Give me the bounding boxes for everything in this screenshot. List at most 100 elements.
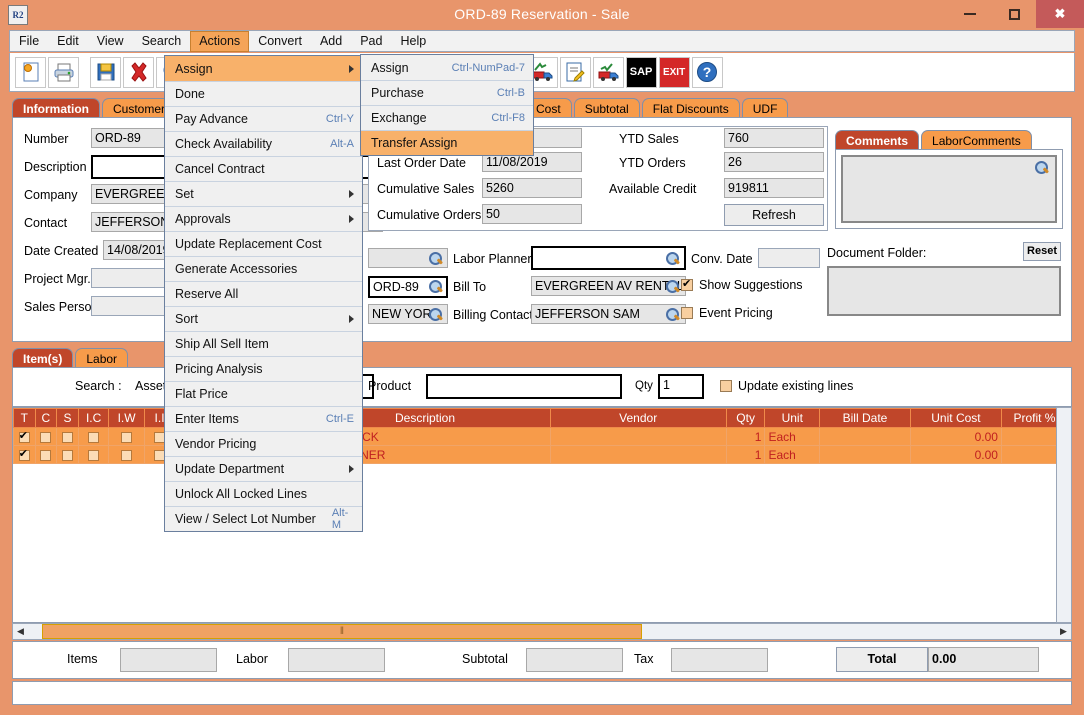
tab-labor[interactable]: Labor xyxy=(75,348,129,368)
menu-item-generate-accessories[interactable]: Generate Accessories xyxy=(165,256,362,281)
row1-vendor[interactable] xyxy=(549,445,727,464)
row0-bill-date[interactable] xyxy=(819,427,911,446)
row0-unit-cost[interactable]: 0.00 xyxy=(909,427,1002,446)
labor-planner-field[interactable] xyxy=(531,246,686,270)
menu-convert[interactable]: Convert xyxy=(258,33,302,48)
row1-unit-cost[interactable]: 0.00 xyxy=(909,445,1002,464)
order-search-field-1[interactable] xyxy=(368,248,448,268)
menu-item-sort[interactable]: Sort xyxy=(165,306,362,331)
row0-vendor[interactable] xyxy=(549,427,727,446)
col-T[interactable]: T xyxy=(13,408,36,428)
col-S[interactable]: S xyxy=(56,408,79,428)
scroll-left-arrow[interactable]: ◀ xyxy=(17,626,24,636)
tab-labor-comments[interactable]: LaborComments xyxy=(921,130,1032,150)
menu-item-done[interactable]: Done xyxy=(165,81,362,106)
edit-note-icon[interactable] xyxy=(559,56,591,88)
submenu-item-transfer-assign[interactable]: Transfer Assign xyxy=(361,130,533,155)
tab-information[interactable]: Information xyxy=(12,98,100,118)
row1-flag-T[interactable] xyxy=(13,445,36,464)
row0-flag-S[interactable] xyxy=(56,427,79,446)
row1-bill-date[interactable] xyxy=(819,445,911,464)
menu-item-flat-price[interactable]: Flat Price xyxy=(165,381,362,406)
menu-item-ship-all-sell-item[interactable]: Ship All Sell Item xyxy=(165,331,362,356)
submenu-item-purchase[interactable]: Purchase Ctrl-B xyxy=(361,80,533,105)
row0-unit[interactable]: Each xyxy=(764,427,821,446)
scroll-right-arrow[interactable]: ▶ xyxy=(1060,626,1067,636)
row0-flag-C[interactable] xyxy=(34,427,58,446)
show-suggestions-checkbox[interactable] xyxy=(681,277,693,291)
row0-flag-T[interactable] xyxy=(13,427,36,446)
menu-item-view-select-lot-number[interactable]: View / Select Lot Number Alt-M xyxy=(165,506,362,531)
menu-help[interactable]: Help xyxy=(400,33,427,48)
col-unit[interactable]: Unit xyxy=(764,408,821,428)
col-IW[interactable]: I.W xyxy=(108,408,145,428)
menu-item-update-replacement-cost[interactable]: Update Replacement Cost xyxy=(165,231,362,256)
product-input[interactable] xyxy=(426,374,622,399)
help-icon[interactable]: ? xyxy=(691,56,723,88)
tab-customer[interactable]: Customer xyxy=(102,98,177,118)
menu-item-enter-items[interactable]: Enter Items Ctrl-E xyxy=(165,406,362,431)
billing-contact-field[interactable]: JEFFERSON SAM xyxy=(531,304,686,324)
col-C[interactable]: C xyxy=(34,408,58,428)
col-qty[interactable]: Qty xyxy=(725,408,766,428)
qty-input[interactable]: 1 xyxy=(658,374,704,399)
submenu-item-assign[interactable]: Assign Ctrl-NumPad-7 xyxy=(361,55,533,80)
save-icon[interactable] xyxy=(90,56,121,88)
row0-profit-pct[interactable] xyxy=(1000,427,1069,446)
grid-vertical-scrollbar[interactable] xyxy=(1056,407,1072,623)
grid-horizontal-scrollbar[interactable]: ◀ ‖ ▶ xyxy=(12,623,1072,640)
tab-flat-discounts[interactable]: Flat Discounts xyxy=(641,98,740,118)
menu-item-vendor-pricing[interactable]: Vendor Pricing xyxy=(165,431,362,456)
menu-item-update-department[interactable]: Update Department xyxy=(165,456,362,481)
menu-item-check-availability[interactable]: Check Availability Alt-A xyxy=(165,131,362,156)
row1-unit[interactable]: Each xyxy=(764,445,821,464)
tab-cost[interactable]: Cost xyxy=(525,98,572,118)
row0-flag-IW[interactable] xyxy=(108,427,145,446)
menu-item-reserve-all[interactable]: Reserve All xyxy=(165,281,362,306)
actions-dropdown-menu[interactable]: Assign Done Pay Advance Ctrl-Y Check Ava… xyxy=(164,55,363,532)
bill-to-field[interactable]: EVERGREEN AV RENTAL xyxy=(531,276,686,296)
col-vendor[interactable]: Vendor xyxy=(549,408,727,428)
col-unit-cost[interactable]: Unit Cost xyxy=(909,408,1002,428)
tab-items[interactable]: Item(s) xyxy=(12,348,74,368)
scroll-thumb[interactable]: ‖ xyxy=(42,624,642,639)
submenu-item-exchange[interactable]: Exchange Ctrl-F8 xyxy=(361,105,533,130)
close-button[interactable]: ✖ xyxy=(1036,0,1084,28)
menu-view[interactable]: View xyxy=(96,33,124,48)
row1-flag-S[interactable] xyxy=(56,445,79,464)
col-profit-pct[interactable]: Profit % xyxy=(1000,408,1069,428)
tab-comments[interactable]: Comments xyxy=(835,130,920,150)
menu-pad[interactable]: Pad xyxy=(360,33,383,48)
menu-item-set[interactable]: Set xyxy=(165,181,362,206)
menu-search[interactable]: Search xyxy=(141,33,182,48)
row1-profit-pct[interactable] xyxy=(1000,445,1069,464)
comments-textarea[interactable] xyxy=(841,155,1057,223)
menu-item-approvals[interactable]: Approvals xyxy=(165,206,362,231)
exit-icon[interactable]: EXIT xyxy=(658,56,690,88)
menu-item-assign[interactable]: Assign xyxy=(165,56,362,81)
assign-submenu[interactable]: Assign Ctrl-NumPad-7 Purchase Ctrl-B Exc… xyxy=(360,54,534,156)
row0-qty[interactable]: 1 xyxy=(725,427,766,446)
truck-in-icon[interactable] xyxy=(592,56,624,88)
refresh-button[interactable]: Refresh xyxy=(724,204,824,226)
delete-icon[interactable] xyxy=(123,56,154,88)
document-folder-field[interactable] xyxy=(827,266,1061,316)
sap-icon[interactable]: SAP xyxy=(625,56,657,88)
menu-item-unlock-all-locked-lines[interactable]: Unlock All Locked Lines xyxy=(165,481,362,506)
conv-date-field[interactable] xyxy=(758,248,820,268)
total-button[interactable]: Total xyxy=(836,647,928,672)
row0-flag-IC[interactable] xyxy=(77,427,110,446)
location-field[interactable]: NEW YORK xyxy=(368,304,448,324)
row1-qty[interactable]: 1 xyxy=(725,445,766,464)
maximize-button[interactable] xyxy=(992,0,1036,28)
row1-flag-C[interactable] xyxy=(34,445,58,464)
update-existing-lines-checkbox[interactable] xyxy=(720,380,732,392)
menu-file[interactable]: File xyxy=(19,33,40,48)
event-pricing-checkbox[interactable] xyxy=(681,307,693,319)
menu-actions[interactable]: Actions xyxy=(190,30,250,52)
new-document-icon[interactable] xyxy=(15,56,46,88)
order-ref-field[interactable]: ORD-89 xyxy=(368,276,448,298)
col-bill-date[interactable]: Bill Date xyxy=(819,408,911,428)
reset-button[interactable]: Reset xyxy=(1023,242,1061,261)
minimize-button[interactable] xyxy=(948,0,992,28)
